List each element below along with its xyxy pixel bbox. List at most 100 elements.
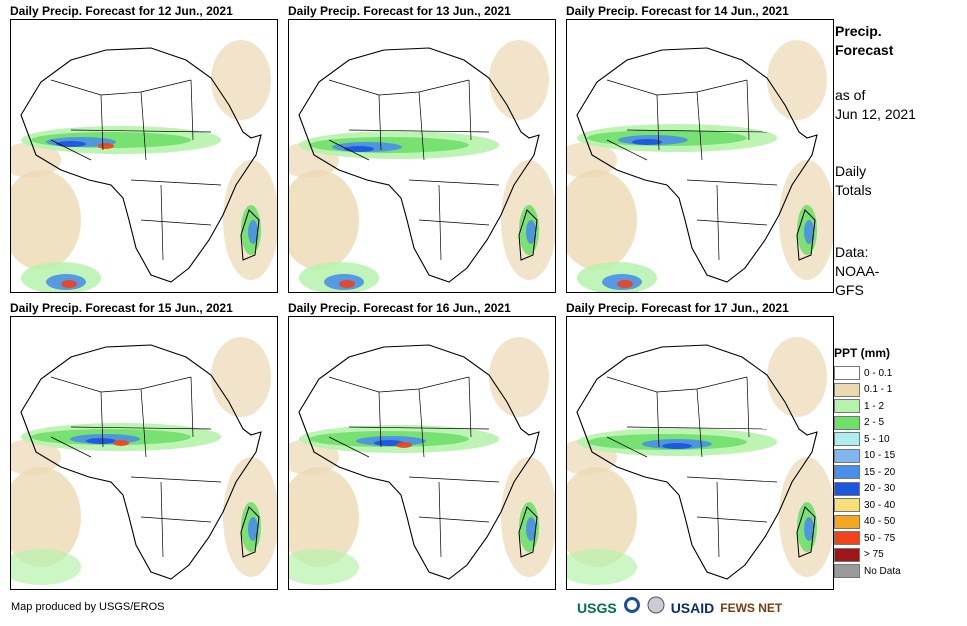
country-border [348, 129, 490, 133]
legend-item: 0.1 - 1 [834, 382, 901, 399]
country-border [418, 388, 425, 458]
sidebar-asof: as of Jun 12, 2021 [835, 86, 916, 124]
precip-area [11, 549, 81, 585]
country-border [50, 139, 92, 161]
legend-swatch [834, 415, 860, 430]
legend-item: 5 - 10 [834, 431, 901, 448]
africa-outline [298, 47, 540, 283]
legend-label: 2 - 5 [864, 417, 885, 429]
precip-area [526, 220, 536, 244]
legend-item: 20 - 30 [834, 481, 901, 498]
heading-line: Precip. [835, 23, 882, 39]
precip-area [61, 280, 77, 288]
data-line: NOAA- [835, 263, 880, 279]
madagascar-outline [518, 209, 538, 261]
precip-area [567, 170, 637, 270]
country-border [606, 436, 648, 458]
dos-seal-logo [647, 596, 665, 619]
legend-label: 15 - 20 [864, 466, 896, 478]
country-border [50, 436, 92, 458]
precip-area [11, 142, 61, 178]
data-line: Data: [835, 244, 869, 260]
legend-item: 40 - 50 [834, 514, 901, 531]
legend-swatch [834, 399, 860, 414]
legend-label: 0 - 0.1 [864, 367, 893, 379]
precip-map [288, 316, 556, 590]
panel-title: Daily Precip. Forecast for 15 Jun., 2021 [10, 301, 233, 315]
country-border [100, 94, 104, 151]
precip-area [211, 40, 271, 120]
map-canvas [567, 40, 833, 292]
country-border [606, 376, 748, 393]
legend-label: 50 - 75 [864, 532, 896, 544]
precip-area [632, 139, 662, 145]
map-canvas [289, 40, 555, 292]
legend-swatch [834, 382, 860, 397]
country-border [160, 184, 164, 261]
country-border [130, 476, 222, 483]
precip-area [617, 280, 633, 288]
legend-swatch [834, 448, 860, 463]
country-border [656, 94, 660, 151]
country-border [50, 376, 192, 393]
data-line: GFS [835, 282, 864, 298]
precip-area [567, 142, 617, 178]
precip-area [489, 337, 549, 417]
country-border [438, 184, 442, 261]
precip-map [10, 316, 278, 590]
precip-area [289, 170, 359, 270]
country-border [328, 139, 370, 161]
legend-label: 1 - 2 [864, 400, 885, 412]
map-panel-5: Daily Precip. Forecast for 16 Jun., 2021 [288, 300, 556, 590]
africa-outline [20, 344, 262, 580]
country-border [348, 426, 490, 430]
precip-map [10, 19, 278, 293]
agency-logos: USGS USAID FEWS NET [577, 596, 782, 619]
map-canvas [289, 337, 555, 585]
legend-swatch [834, 531, 860, 546]
heading-line: Forecast [835, 42, 894, 58]
precip-area [767, 337, 827, 417]
country-border [468, 79, 472, 141]
legend-item: 50 - 75 [834, 530, 901, 547]
precip-area [344, 146, 374, 152]
country-border [70, 129, 212, 133]
legend-rows: 0 - 0.1 0.1 - 1 1 - 2 2 - 5 5 - 10 10 - 15 15 … [834, 365, 901, 580]
legend-label: > 75 [864, 549, 884, 561]
totals-line: Daily [835, 163, 867, 179]
precip-area [489, 40, 549, 120]
legend-label: No Data [864, 565, 901, 577]
madagascar-outline [518, 506, 538, 558]
legend-swatch [834, 432, 860, 447]
country-border [140, 516, 212, 523]
country-border [140, 219, 212, 226]
legend-swatch [834, 514, 860, 529]
legend-item: No Data [834, 563, 901, 580]
country-border [408, 179, 500, 186]
precip-area [567, 549, 637, 585]
country-border [328, 376, 470, 393]
precip-area [339, 280, 355, 288]
legend-item: > 75 [834, 547, 901, 564]
africa-outline [576, 344, 818, 580]
panel-title: Daily Precip. Forecast for 16 Jun., 2021 [288, 301, 511, 315]
legend-swatch [834, 465, 860, 480]
country-border [378, 391, 382, 448]
madagascar-outline [796, 209, 816, 261]
country-border [686, 179, 778, 186]
africa-outline [298, 344, 540, 580]
precip-area [86, 438, 116, 444]
country-border [140, 388, 147, 458]
country-border [418, 219, 490, 226]
madagascar-outline [240, 506, 260, 558]
country-border [328, 436, 370, 458]
country-border [378, 94, 382, 151]
map-credit: Map produced by USGS/EROS [11, 601, 165, 613]
country-border [190, 376, 194, 438]
precip-area [396, 442, 412, 448]
country-border [190, 79, 194, 141]
map-panel-3: Daily Precip. Forecast for 14 Jun., 2021 [566, 3, 834, 293]
precip-area [113, 440, 129, 446]
legend-label: 20 - 30 [864, 483, 896, 495]
africa-outline [20, 47, 262, 283]
